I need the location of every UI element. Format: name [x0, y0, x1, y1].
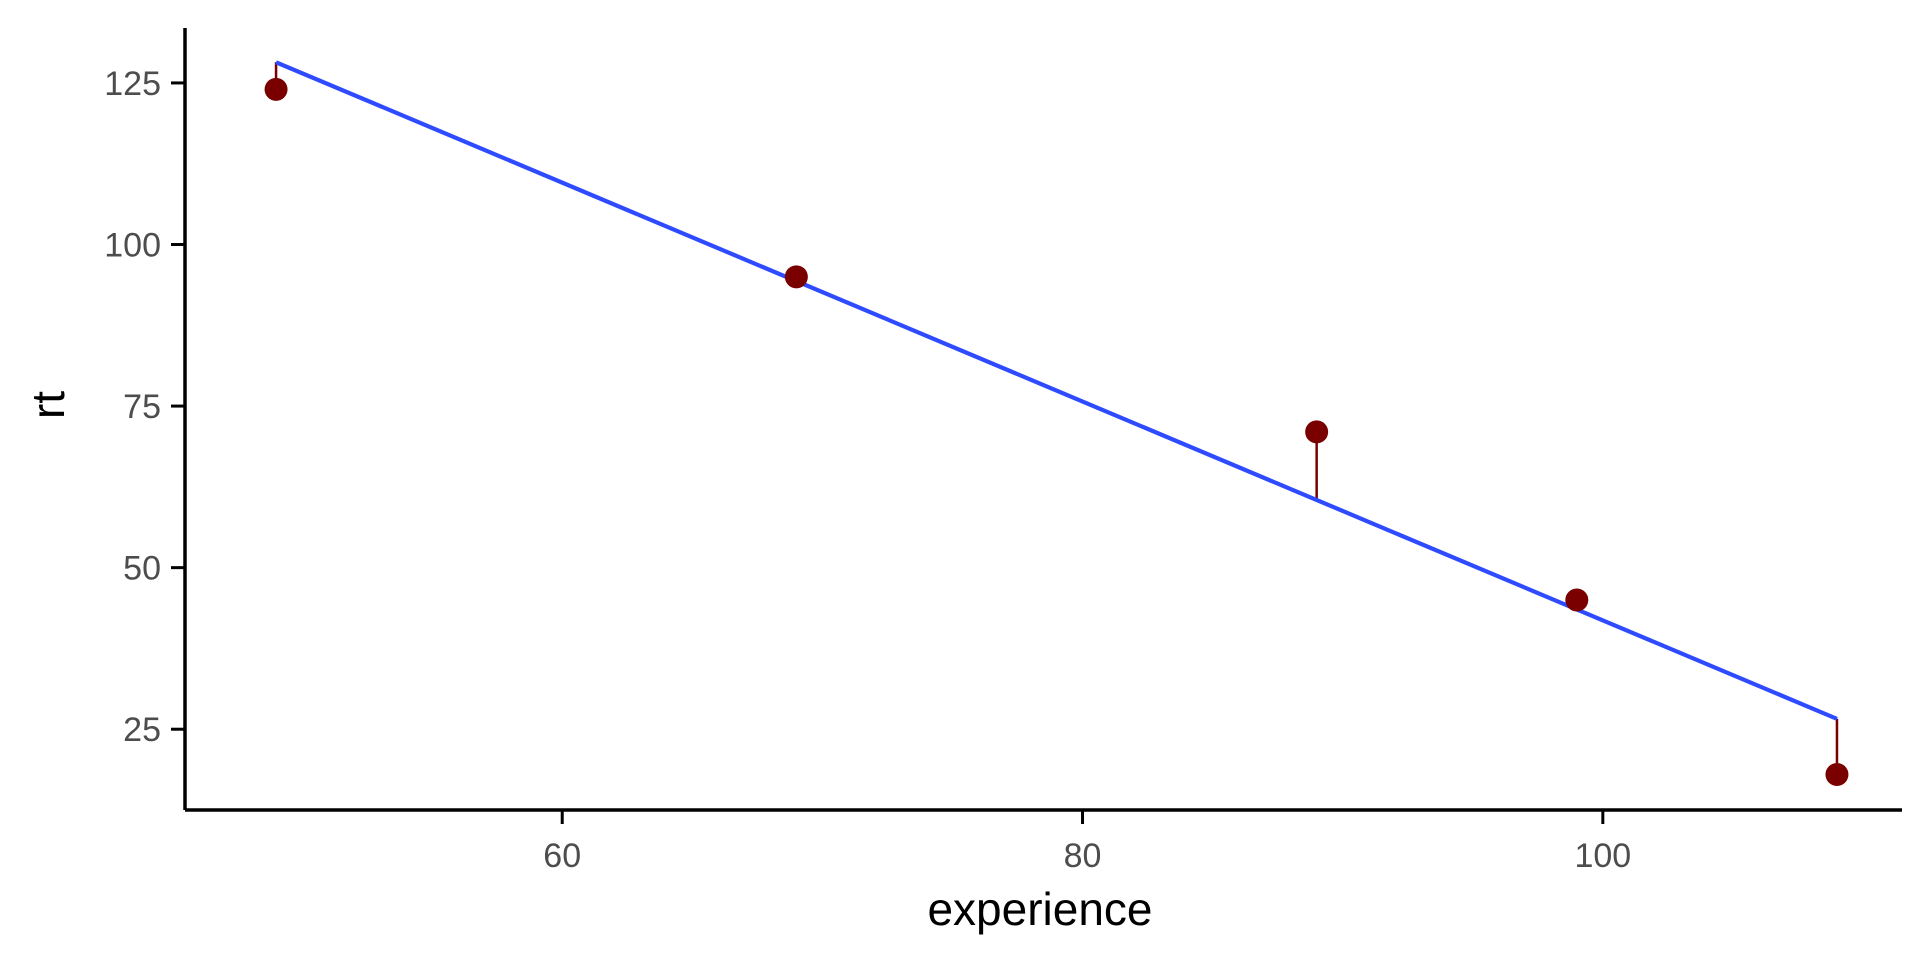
y-tick-label-50: 50 — [123, 550, 161, 588]
fit-line-layer — [275, 60, 1838, 721]
residual-layer — [274, 62, 1839, 775]
axis-layer: 60 80 100 25 50 75 100 125 — [104, 28, 1902, 875]
data-point-4 — [1565, 588, 1589, 612]
x-tick-label-80: 80 — [1064, 837, 1102, 875]
y-tick-label-125: 125 — [104, 65, 161, 103]
data-point-1 — [264, 77, 288, 101]
x-tick-label-100: 100 — [1574, 837, 1631, 875]
y-tick-label-100: 100 — [104, 227, 161, 265]
data-point-3 — [1305, 420, 1329, 444]
y-tick-label-75: 75 — [123, 388, 161, 426]
data-point-5 — [1825, 762, 1849, 786]
y-axis-title: rt — [22, 391, 74, 419]
regression-line — [275, 60, 1838, 721]
x-axis-title: experience — [927, 883, 1152, 935]
x-tick-label-60: 60 — [543, 837, 581, 875]
y-tick-label-25: 25 — [123, 711, 161, 749]
data-point-2 — [784, 265, 808, 289]
point-layer — [264, 77, 1849, 786]
